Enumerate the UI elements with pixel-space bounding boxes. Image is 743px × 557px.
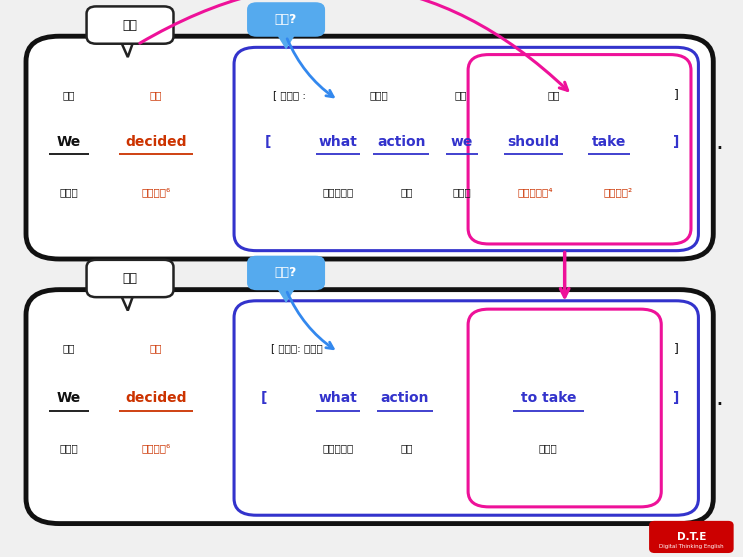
Text: action: action [380,391,429,405]
FancyBboxPatch shape [247,256,325,290]
FancyBboxPatch shape [234,301,698,515]
Text: 주어: 주어 [455,90,467,100]
Text: 주어: 주어 [63,90,75,100]
Text: 명사: 명사 [401,443,413,453]
Text: 정형조동사⁴: 정형조동사⁴ [517,187,553,197]
Text: 주절: 주절 [123,18,137,32]
Text: 대명사: 대명사 [452,187,472,197]
Text: 동사: 동사 [150,90,162,100]
FancyBboxPatch shape [26,36,713,259]
Text: decided: decided [126,391,186,405]
FancyBboxPatch shape [86,7,173,44]
Text: [ 명사구: 목적어: [ 명사구: 목적어 [271,343,323,353]
Text: [: [ [261,391,267,405]
Text: what: what [319,135,357,149]
Polygon shape [120,41,134,57]
FancyBboxPatch shape [650,522,733,552]
Text: We: We [57,391,81,405]
Text: 동사원형²: 동사원형² [603,187,633,197]
FancyArrowPatch shape [287,39,334,97]
Text: 의문형용사: 의문형용사 [322,187,354,197]
Text: 대명사: 대명사 [59,443,79,453]
Text: we: we [451,135,473,149]
Text: 명사구: 명사구 [539,443,558,453]
Text: action: action [377,135,426,149]
Polygon shape [120,294,134,311]
FancyArrowPatch shape [140,0,568,90]
Text: 무엇?: 무엇? [275,266,297,280]
FancyBboxPatch shape [86,260,173,297]
FancyBboxPatch shape [234,47,698,251]
Text: [ 명사절 :: [ 명사절 : [273,90,306,100]
Text: 대명사: 대명사 [59,187,79,197]
FancyBboxPatch shape [26,290,713,524]
Polygon shape [276,34,296,50]
Text: ]: ] [673,135,679,149]
Text: take: take [592,135,626,149]
FancyBboxPatch shape [468,55,691,244]
Text: Digital Thinking English: Digital Thinking English [659,545,724,549]
Text: 동사: 동사 [150,343,162,353]
Text: ]: ] [674,88,678,101]
Text: ]: ] [673,391,679,405]
Text: [: [ [265,135,270,149]
Text: what: what [319,391,357,405]
FancyArrowPatch shape [288,292,333,349]
Text: .: . [716,130,723,154]
Text: 주어: 주어 [63,343,75,353]
Text: D.T.E: D.T.E [677,532,706,542]
Text: We: We [57,135,81,149]
Text: decided: decided [126,135,186,149]
FancyBboxPatch shape [468,309,661,507]
Text: 정형동사⁶: 정형동사⁶ [141,443,171,453]
FancyArrowPatch shape [560,252,569,297]
Text: 정형동사⁶: 정형동사⁶ [141,187,171,197]
Text: 의문형용사: 의문형용사 [322,443,354,453]
Text: to take: to take [521,391,576,405]
Text: 무엇?: 무엇? [275,13,297,26]
Text: ]: ] [674,341,678,355]
Polygon shape [276,287,296,303]
FancyBboxPatch shape [247,2,325,37]
Text: 명사: 명사 [401,187,413,197]
Text: 목적어: 목적어 [369,90,389,100]
Text: .: . [716,386,723,411]
Text: 동사: 동사 [548,90,559,100]
Text: should: should [507,135,559,149]
Text: 주절: 주절 [123,272,137,285]
